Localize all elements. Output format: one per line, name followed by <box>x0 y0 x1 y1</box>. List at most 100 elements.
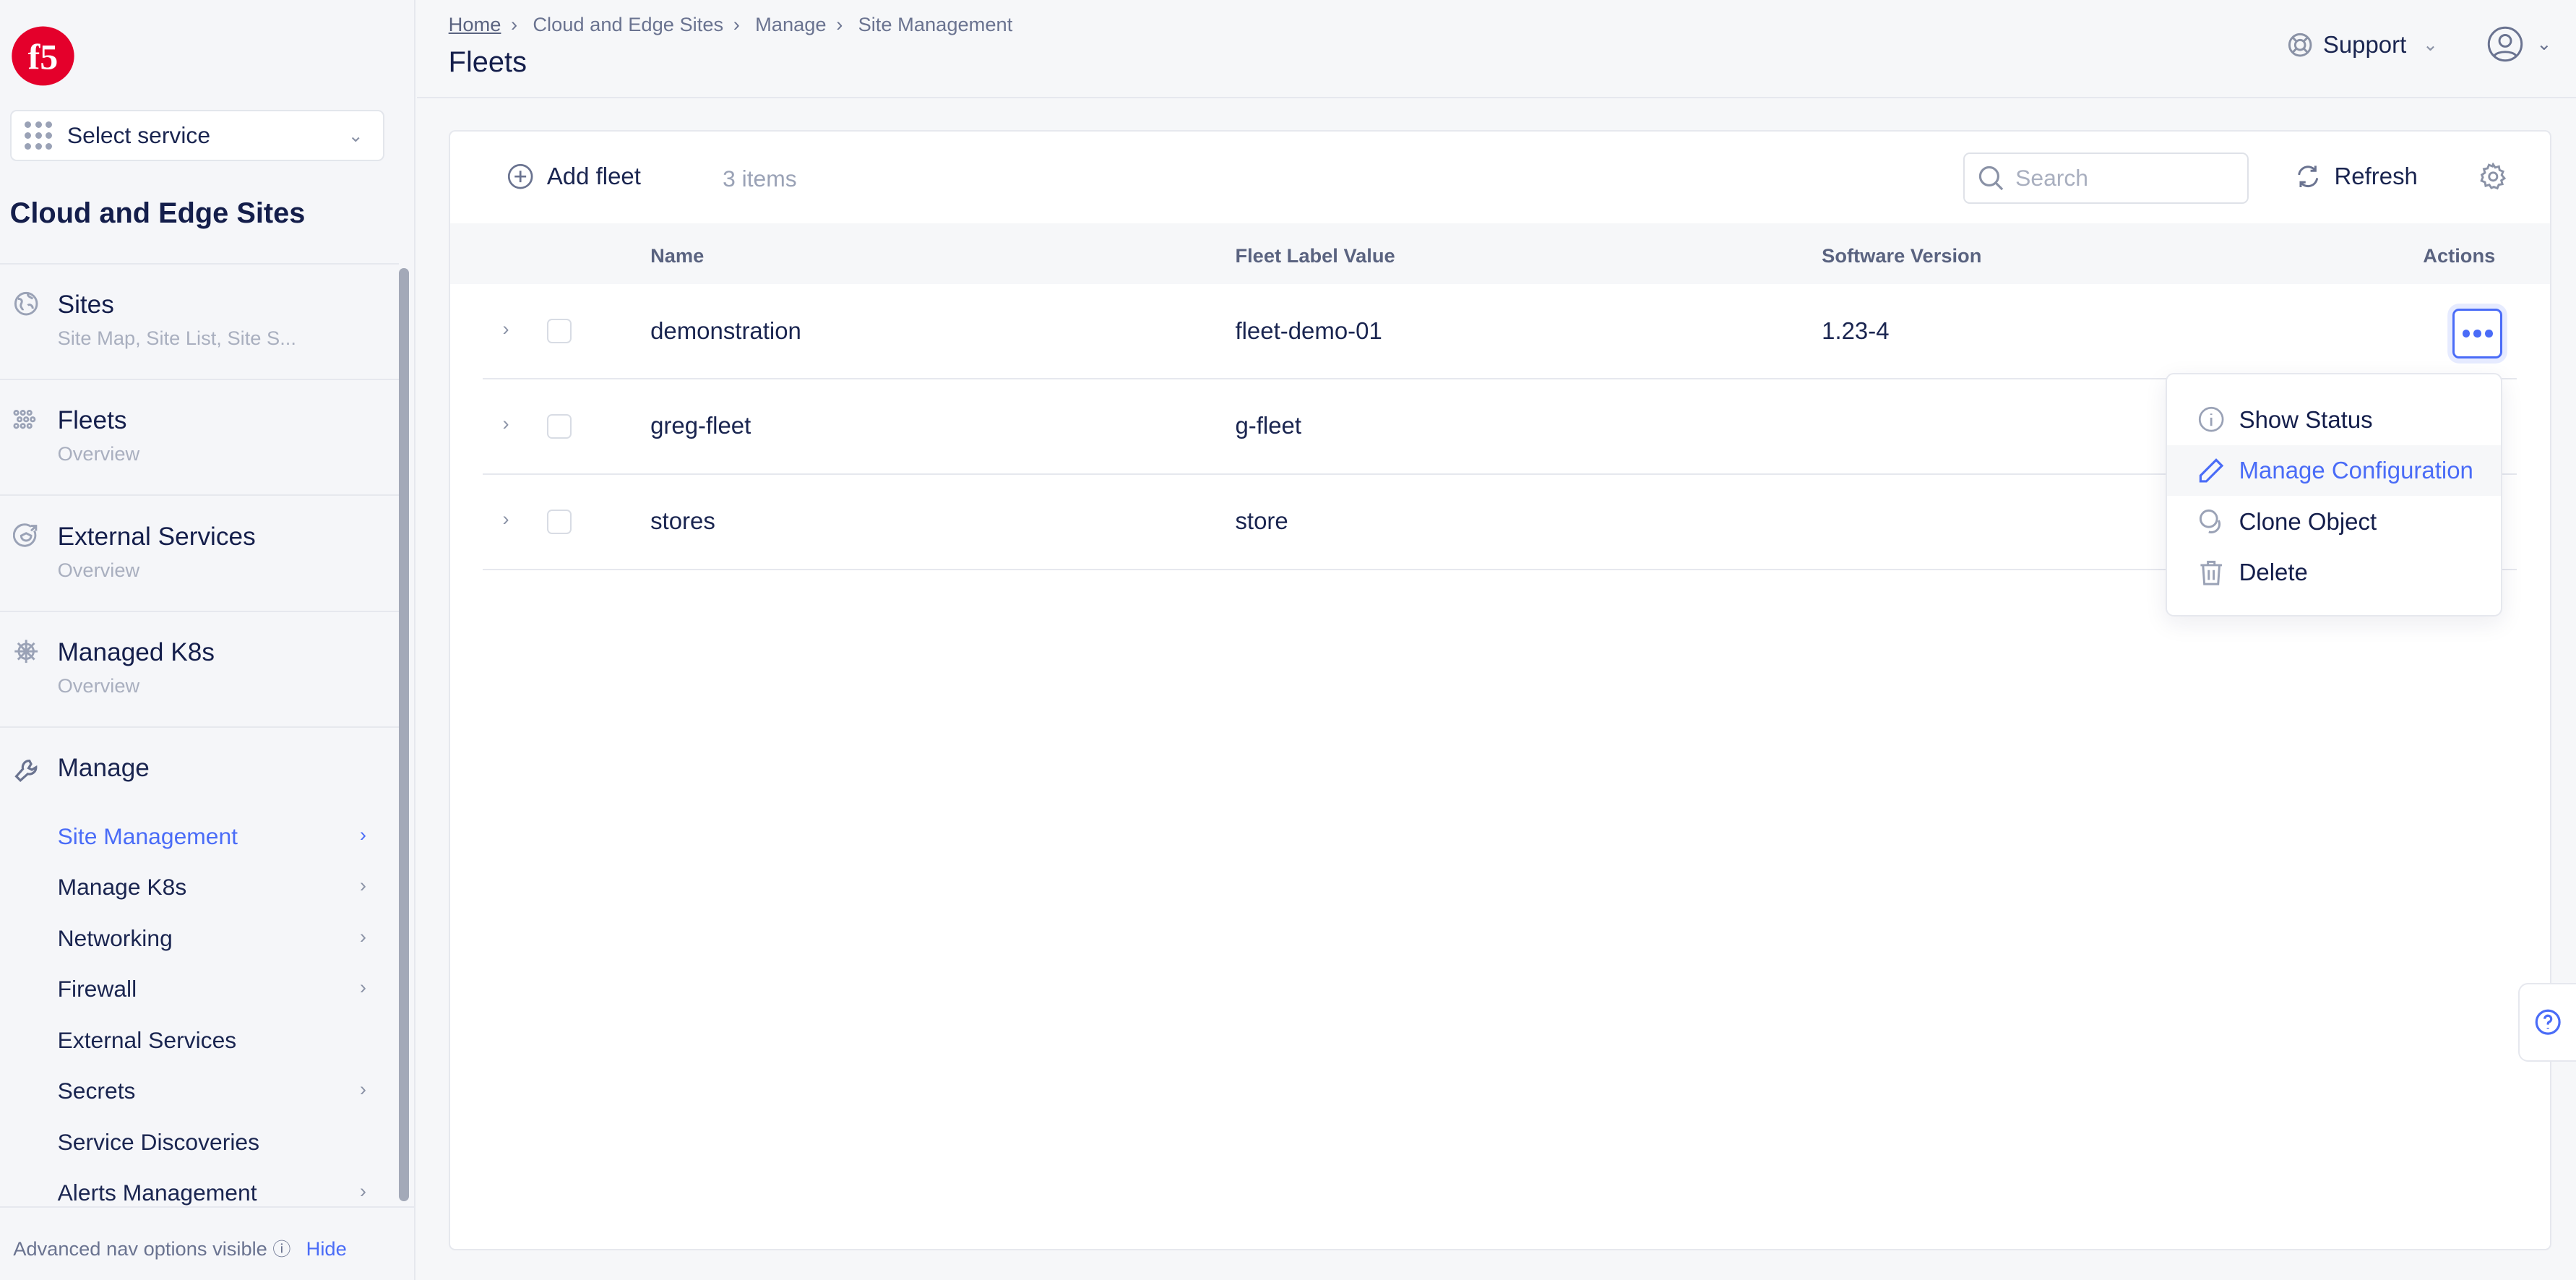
support-label: Support <box>2322 31 2407 59</box>
clone-icon <box>2199 510 2220 534</box>
search-input[interactable]: Search <box>1963 153 2249 204</box>
globe-icon <box>14 292 38 316</box>
sidebar-item-title: External Services <box>57 522 256 551</box>
menu-item-clone-object[interactable]: Clone Object <box>2167 496 2501 546</box>
cell-fleet-label: g-fleet <box>1235 412 1302 439</box>
fleets-table-card: Add fleet 3 items Search Refresh Name Fl… <box>448 129 2551 1251</box>
sidebar-item-managed-k8s[interactable]: Managed K8s Overview <box>0 612 400 728</box>
row-checkbox[interactable] <box>546 413 572 439</box>
breadcrumb-item[interactable]: Manage <box>755 13 827 36</box>
user-avatar-icon <box>2488 27 2523 62</box>
service-title: Cloud and Edge Sites <box>9 197 306 229</box>
subitem-label: Networking <box>57 924 173 951</box>
expand-chevron-icon[interactable]: › <box>502 412 509 435</box>
table-toolbar: Add fleet 3 items Search Refresh <box>450 132 2550 223</box>
breadcrumb: Home › Cloud and Edge Sites › Manage › Site… <box>448 13 1013 36</box>
menu-item-delete[interactable]: Delete <box>2167 547 2501 598</box>
table-row[interactable]: › greg-fleet g-fleet <box>483 379 2517 475</box>
menu-item-label: Manage Configuration <box>2239 457 2473 484</box>
breadcrumb-item[interactable]: Cloud and Edge Sites <box>533 13 724 36</box>
row-checkbox[interactable] <box>546 318 572 343</box>
menu-item-label: Delete <box>2239 559 2308 586</box>
add-fleet-label: Add fleet <box>546 162 641 189</box>
actions-dropdown-menu: Show Status Manage Configuration Clone O… <box>2165 373 2502 617</box>
help-circle-icon: ⓘ <box>272 1240 291 1260</box>
question-circle-icon <box>2535 1009 2561 1035</box>
gear-icon[interactable] <box>2479 162 2507 191</box>
help-button[interactable] <box>2518 982 2576 1062</box>
table-row[interactable]: › demonstration fleet-demo-01 1.23-4 <box>483 284 2517 379</box>
subitem-label: Manage K8s <box>57 874 187 901</box>
select-service-dropdown[interactable]: Select service ⌄ <box>9 110 385 161</box>
f5-logo[interactable]: f5 <box>10 23 76 89</box>
sidebar-item-subtitle: Overview <box>57 442 140 465</box>
column-header-fleet-label[interactable]: Fleet Label Value <box>1235 244 1395 267</box>
sidebar-subitem-secrets[interactable]: Secrets › <box>58 1078 374 1104</box>
subitem-label: Alerts Management <box>57 1180 257 1206</box>
plus-circle-icon <box>508 163 533 189</box>
page-header: Home › Cloud and Edge Sites › Manage › Site… <box>417 0 2576 99</box>
menu-item-label: Show Status <box>2239 405 2373 433</box>
expand-chevron-icon[interactable]: › <box>502 507 509 531</box>
support-button[interactable]: Support ⌄ <box>2287 31 2438 59</box>
column-header-software-version[interactable]: Software Version <box>1822 244 1982 267</box>
expand-chevron-icon[interactable]: › <box>502 317 509 340</box>
advanced-nav-text: Advanced nav options visible <box>13 1237 267 1260</box>
breadcrumb-current: Site Management <box>858 13 1013 36</box>
refresh-button[interactable]: Refresh <box>2295 163 2418 190</box>
table-row[interactable]: › stores store <box>483 475 2517 570</box>
user-menu-button[interactable]: ⌄ <box>2487 26 2551 62</box>
menu-item-show-status[interactable]: Show Status <box>2167 394 2501 444</box>
sidebar-item-sites[interactable]: Sites Site Map, Site List, Site S... <box>0 265 400 381</box>
cell-software-version: 1.23-4 <box>1822 317 1890 344</box>
subitem-label: Secrets <box>57 1078 136 1104</box>
cell-name[interactable]: greg-fleet <box>650 412 751 439</box>
menu-item-manage-configuration[interactable]: Manage Configuration <box>2166 444 2501 497</box>
cell-fleet-label: store <box>1235 507 1288 535</box>
add-fleet-button[interactable]: Add fleet <box>507 163 641 190</box>
table-header: Name Fleet Label Value Software Version … <box>449 223 2550 285</box>
chevron-down-icon: ⌄ <box>348 125 363 146</box>
chevron-down-icon: ⌄ <box>2423 35 2438 56</box>
sidebar-item-fleets[interactable]: Fleets Overview <box>0 380 400 497</box>
sidebar-subitem-manage-k8s[interactable]: Manage K8s › <box>58 874 374 901</box>
chevron-right-icon: › <box>359 1078 366 1101</box>
sidebar-scrollbar[interactable] <box>399 267 410 1201</box>
chevron-right-icon: › <box>359 1180 366 1203</box>
hide-link[interactable]: Hide <box>306 1237 347 1260</box>
sidebar-subitem-alerts-management[interactable]: Alerts Management › <box>58 1180 374 1206</box>
cell-name[interactable]: stores <box>650 507 715 535</box>
row-checkbox[interactable] <box>546 509 572 534</box>
sidebar-subitem-networking[interactable]: Networking › <box>58 925 374 952</box>
pencil-icon <box>2199 458 2223 483</box>
cell-name[interactable]: demonstration <box>650 317 801 344</box>
item-count: 3 items <box>723 166 797 192</box>
svg-text:f5: f5 <box>27 36 58 77</box>
subitem-label: External Services <box>57 1026 237 1053</box>
sidebar-footer: Advanced nav options visible ⓘ Hide <box>0 1206 416 1280</box>
sidebar-subitem-external-services[interactable]: External Services <box>58 1027 374 1054</box>
row-actions-button[interactable] <box>2452 309 2502 358</box>
fleet-icon <box>13 410 36 429</box>
sidebar-item-title: Sites <box>57 291 114 319</box>
sidebar-subitem-service-discoveries[interactable]: Service Discoveries <box>58 1129 374 1156</box>
column-header-name[interactable]: Name <box>650 244 705 267</box>
chevron-right-icon: › <box>359 874 366 897</box>
sidebar-item-subtitle: Overview <box>57 558 140 581</box>
chevron-right-icon: › <box>359 822 366 846</box>
trash-icon <box>2200 560 2222 585</box>
select-service-label: Select service <box>66 122 211 149</box>
sidebar-nav: Sites Site Map, Site List, Site S... Fle… <box>0 262 400 1206</box>
chevron-right-icon: › <box>359 924 366 948</box>
subitem-label: Site Management <box>57 822 238 849</box>
sidebar-item-subtitle: Overview <box>57 674 140 697</box>
breadcrumb-home[interactable]: Home <box>448 13 501 36</box>
sidebar-subitem-site-management[interactable]: Site Management › <box>58 823 374 850</box>
cell-fleet-label: fleet-demo-01 <box>1235 317 1382 344</box>
sidebar-subitem-firewall[interactable]: Firewall › <box>58 976 374 1002</box>
external-services-icon <box>13 523 38 547</box>
sidebar-item-subtitle: Site Map, Site List, Site S... <box>57 327 296 350</box>
sidebar: f5 Select service ⌄ Cloud and Edge Sites… <box>0 0 416 1280</box>
lifebuoy-icon <box>2288 33 2312 57</box>
sidebar-item-external-services[interactable]: External Services Overview <box>0 496 400 612</box>
